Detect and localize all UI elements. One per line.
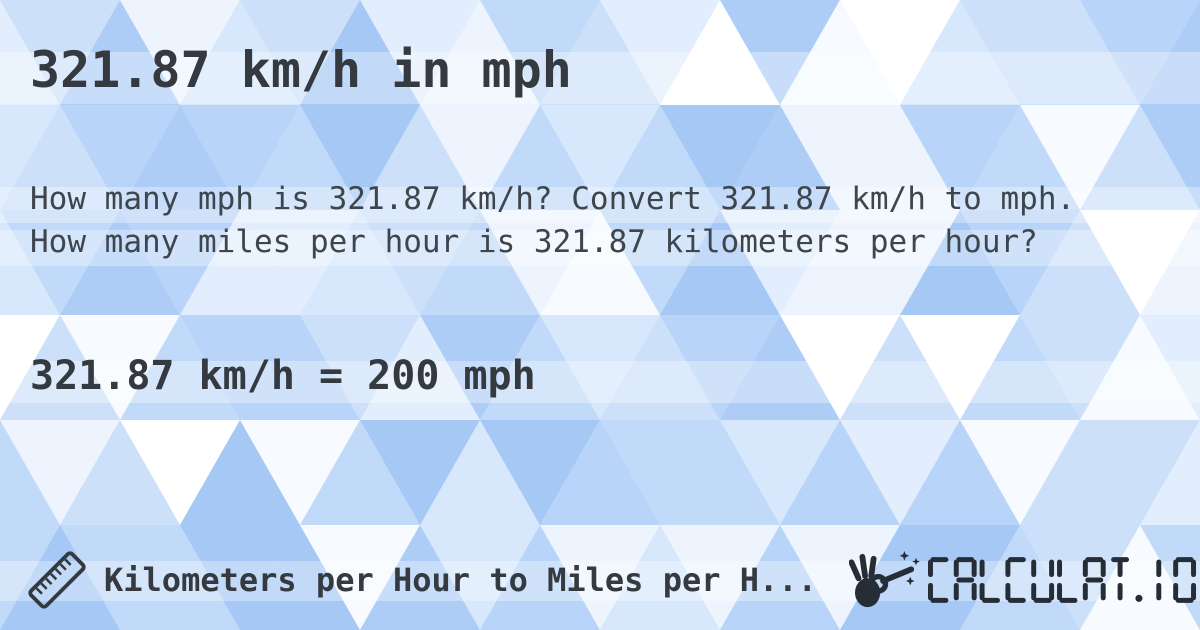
calculatio-logo [848, 549, 1199, 611]
magic-wand-hand-icon [848, 550, 920, 608]
footer-category-label: Kilometers per Hour to Miles per H... [104, 561, 817, 599]
text-highlight-band [0, 230, 1200, 266]
page-description: How many mph is 321.87 km/h? Convert 321… [30, 181, 1076, 260]
conversion-result: 321.87 km/h = 200 mph [30, 353, 536, 399]
text-highlight-band [0, 187, 1200, 223]
page-title: 321.87 km/h in mph [30, 41, 572, 99]
text-highlight-band [0, 561, 1200, 601]
text-highlight-band [0, 52, 1200, 104]
footer-bar: Kilometers per Hour to Miles per H... [26, 546, 1196, 614]
calculatio-logo-wordmark [927, 557, 1196, 603]
text-highlight-band [0, 361, 1200, 403]
ruler-icon [26, 548, 88, 612]
